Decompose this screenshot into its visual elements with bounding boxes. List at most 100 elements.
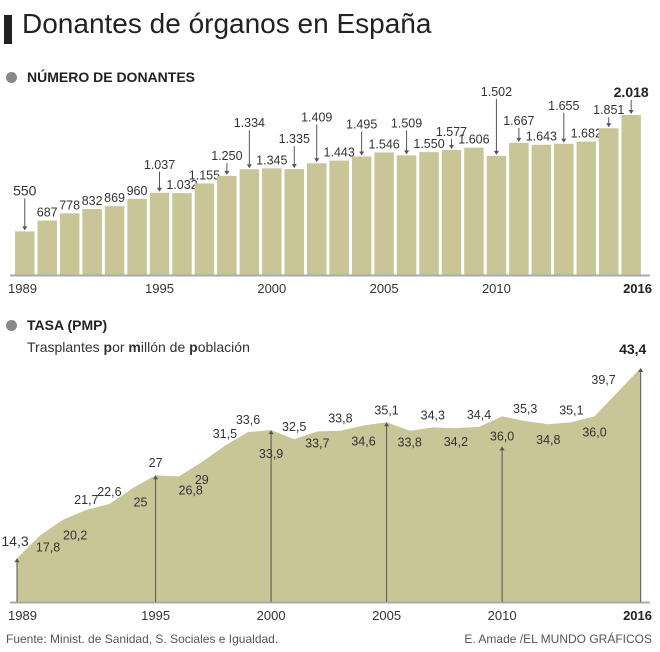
bar-value-label: 1.495 [346, 117, 377, 131]
bar-value-label: 1.550 [413, 137, 444, 151]
arrow-head-icon [638, 368, 644, 372]
area-value-label: 32,5 [282, 420, 306, 434]
area-value-label: 43,4 [619, 341, 646, 357]
subtitle-part: Trasplantes [27, 339, 104, 355]
arrow-head-icon [561, 138, 567, 143]
arrow-head-icon [499, 446, 505, 451]
area-value-label: 22,6 [97, 485, 121, 499]
bar-value-label: 1.334 [234, 116, 265, 130]
bar-value-label: 1.643 [526, 130, 557, 144]
bar-value-label: 1.250 [211, 149, 242, 163]
source-note: Fuente: Minist. de Sanidad, S. Sociales … [6, 632, 279, 646]
bar [59, 213, 80, 275]
bar-value-label: 1.443 [324, 146, 355, 160]
arrow-head-icon [14, 558, 20, 563]
bar [127, 198, 147, 275]
bar [621, 115, 641, 275]
area-value-label: 14,3 [1, 533, 28, 549]
bar [419, 152, 439, 275]
bar [351, 156, 372, 275]
bar-value-label: 1.682 [571, 127, 602, 141]
subtitle-part: m [128, 339, 141, 355]
title-accent-bar [4, 15, 12, 44]
area-value-label: 39,7 [591, 373, 615, 387]
x-tick-label: 1989 [8, 281, 37, 296]
bar [576, 141, 596, 275]
bar-value-label: 1.509 [391, 116, 422, 130]
bar-value-label: 1.409 [301, 110, 332, 124]
area-value-label: 20,2 [63, 529, 87, 543]
bar-value-label: 1.546 [368, 137, 399, 151]
bar-value-label: 869 [104, 191, 125, 205]
area-value-label: 36,0 [582, 425, 606, 439]
bar-value-label: 1.502 [481, 85, 512, 99]
area-value-label: 35,3 [513, 402, 537, 416]
area-value-label: 34,3 [421, 408, 445, 422]
arrow-head-icon [246, 164, 252, 169]
area-value-label: 29 [195, 473, 209, 487]
arrow-head-icon [516, 137, 522, 142]
bar [82, 209, 102, 275]
bar-value-label: 960 [127, 184, 148, 198]
bar [531, 144, 552, 275]
x-tick-label: 2005 [370, 281, 399, 296]
subtitle-part: p [103, 339, 113, 355]
bar-value-label: 1.335 [279, 132, 310, 146]
bar [486, 155, 507, 275]
area-value-label: 34,2 [444, 435, 468, 449]
bar [441, 149, 462, 275]
arrow-head-icon [359, 151, 365, 156]
bar [306, 163, 327, 275]
bar-value-label: 1.667 [503, 114, 534, 128]
section-title-tasa: TASA (PMP) [27, 317, 108, 333]
bar [149, 192, 170, 275]
bar [194, 183, 215, 275]
area-value-label: 34,8 [536, 433, 560, 447]
bar [15, 231, 35, 275]
bar [396, 155, 417, 275]
arrow-head-icon [628, 110, 634, 114]
arrow-head-icon [384, 422, 390, 427]
subtitle-part: p [189, 339, 198, 355]
bar [464, 147, 484, 275]
x-tick-label: 1989 [8, 608, 37, 623]
bar [239, 169, 260, 275]
arrow-head-icon [606, 123, 612, 128]
bar-value-label: 687 [37, 206, 58, 220]
x-tick-label: 2000 [257, 608, 286, 623]
area-value-label: 25 [134, 495, 148, 509]
area-value-label: 33,8 [398, 436, 422, 450]
section-bullet-icon [6, 72, 17, 83]
area-fill [17, 368, 641, 602]
arrow-head-icon [291, 164, 297, 169]
bar [329, 160, 349, 275]
bar-value-label: 1.032 [166, 178, 197, 192]
area-value-label: 33,7 [305, 436, 329, 450]
arrow-head-icon [22, 226, 28, 231]
bar-value-label: 1.655 [548, 99, 579, 113]
arrow-head-icon [448, 144, 454, 149]
bar-value-label: 1.606 [458, 133, 489, 147]
bar [284, 169, 305, 275]
bar [37, 220, 57, 275]
arrow-head-icon [153, 475, 159, 480]
area-value-label: 34,4 [467, 408, 491, 422]
x-tick-label: 1995 [145, 281, 174, 296]
bar [104, 206, 125, 275]
subtitle-part: illón de [140, 339, 190, 355]
arrow-head-icon [404, 150, 410, 155]
arrow-head-icon [224, 170, 230, 175]
bar [598, 128, 619, 275]
page-title: Donantes de órganos en España [22, 8, 432, 39]
area-value-label: 34,6 [351, 435, 375, 449]
bar-value-label: 832 [82, 194, 103, 208]
subtitle-part: oblación [197, 339, 250, 355]
credit-note: E. Amade /EL MUNDO GRÁFICOS [464, 632, 652, 646]
bar-value-label: 778 [59, 198, 80, 212]
bar-value-label: 1.851 [593, 103, 624, 117]
area-value-label: 36,0 [490, 429, 514, 443]
subtitle-part: or [112, 339, 129, 355]
bar [172, 193, 192, 275]
bar-value-label: 1.037 [144, 158, 175, 172]
